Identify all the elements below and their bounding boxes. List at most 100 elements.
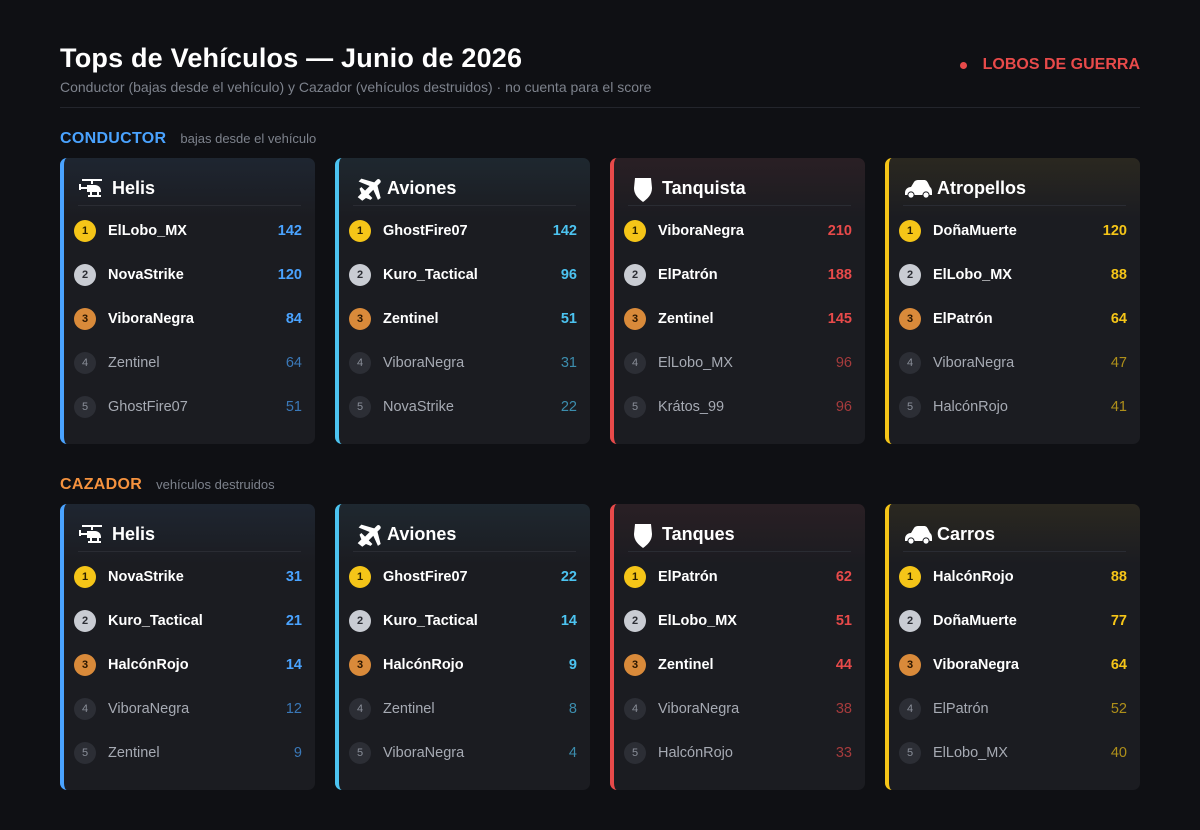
leaderboard-row: 4 ViboraNegra 38 [624,697,852,721]
player-score: 38 [835,701,852,717]
leaderboard-row: 1 ElPatrón 62 [624,565,852,589]
rank-badge: 4 [899,698,921,720]
leaderboard-row: 5 ViboraNegra 4 [349,741,577,765]
leaderboard-row: 1 NovaStrike 31 [74,565,302,589]
card-title: Helis [112,178,156,198]
player-name: DoñaMuerte [933,223,1017,239]
card-title: Tanques [662,524,735,544]
card-header: Helis [78,172,301,206]
card-header: Aviones [353,172,576,206]
rank-badge: 2 [624,610,646,632]
player-name: HalcónRojo [933,569,1014,585]
player-score: 188 [827,267,852,283]
player-score: 44 [835,657,852,673]
rank-badge: 2 [349,264,371,286]
leaderboard-row: 1 ViboraNegra 210 [624,219,852,243]
leaderboard-row: 3 Zentinel 44 [624,653,852,677]
card-header: Aviones [353,518,576,552]
player-name: ViboraNegra [108,311,194,327]
rank-badge: 1 [899,566,921,588]
player-score: 8 [568,701,577,717]
car-icon [903,174,933,204]
leaderboard-row: 5 NovaStrike 22 [349,395,577,419]
player-score: 9 [293,745,302,761]
rank-badge: 5 [349,742,371,764]
player-score: 120 [277,267,302,283]
rank-badge: 1 [624,566,646,588]
player-name: Zentinel [658,311,714,327]
page-subtitle: Conductor (bajas desde el vehículo) y Ca… [60,79,652,95]
card-header: Tanques [628,518,851,552]
section-title: CAZADOR [60,476,143,493]
card-conductor-aviones: Aviones 1 GhostFire07 142 2 Kuro_Tactical 96 3 Z… [335,158,590,444]
leaderboard-row: 4 Zentinel 8 [349,697,577,721]
rank-badge: 1 [74,220,96,242]
rank-badge: 4 [74,698,96,720]
player-name: ViboraNegra [933,355,1015,371]
leaderboard-row: 3 ViboraNegra 64 [899,653,1127,677]
rank-badge: 3 [74,654,96,676]
shield-icon [628,174,658,204]
leaderboard-row: 2 NovaStrike 120 [74,263,302,287]
player-name: GhostFire07 [383,223,468,239]
player-name: Krátos_99 [658,399,725,415]
leaderboard-row: 5 ElLobo_MX 40 [899,741,1127,765]
player-score: 120 [1102,223,1127,239]
section-subtitle: vehículos destruidos [156,477,275,492]
player-score: 22 [560,569,577,585]
player-name: ElPatrón [933,311,993,327]
leaderboard-row: 2 ElLobo_MX 88 [899,263,1127,287]
helicopter-icon [78,520,108,550]
player-name: GhostFire07 [108,399,188,415]
card-conductor-helis: Helis 1 ElLobo_MX 142 2 NovaStrike 120 3 ViboraN… [60,158,315,444]
leaderboard-row: 3 ElPatrón 64 [899,307,1127,331]
leaderboard-row: 4 ElPatrón 52 [899,697,1127,721]
player-score: 88 [1110,569,1127,585]
player-name: ViboraNegra [933,657,1019,673]
shield-icon [628,520,658,550]
player-score: 4 [568,745,577,761]
player-name: NovaStrike [108,267,184,283]
player-name: HalcónRojo [383,657,464,673]
airplane-icon [353,174,383,204]
player-score: 14 [285,657,302,673]
leaderboard-row: 3 Zentinel 145 [624,307,852,331]
player-score: 142 [552,223,577,239]
player-score: 142 [277,223,302,239]
player-name: ElPatrón [658,569,718,585]
leaderboard-row: 4 ViboraNegra 47 [899,351,1127,375]
leaderboard-row: 2 DoñaMuerte 77 [899,609,1127,633]
rank-badge: 3 [899,654,921,676]
rank-badge: 1 [74,566,96,588]
rank-badge: 2 [899,264,921,286]
rank-badge: 3 [624,308,646,330]
rank-badge: 3 [349,654,371,676]
player-score: 40 [1110,745,1127,761]
player-name: ViboraNegra [383,745,465,761]
card-header: Carros [903,518,1126,552]
rank-badge: 2 [624,264,646,286]
rank-badge: 2 [74,264,96,286]
card-title: Aviones [387,178,457,198]
car-icon [903,520,933,550]
player-score: 41 [1110,399,1127,415]
rank-badge: 1 [899,220,921,242]
card-conductor-atropellos: Atropellos 1 DoñaMuerte 120 2 ElLobo_MX 88 3 ElP… [885,158,1140,444]
rank-badge: 5 [899,396,921,418]
card-header: Atropellos [903,172,1126,206]
card-title: Carros [937,524,996,544]
leaderboard-row: 5 GhostFire07 51 [74,395,302,419]
player-name: ElLobo_MX [933,267,1012,283]
leaderboard-row: 3 Zentinel 51 [349,307,577,331]
rank-badge: 5 [624,742,646,764]
player-name: DoñaMuerte [933,613,1017,629]
player-score: 77 [1110,613,1127,629]
leaderboard-row: 3 ViboraNegra 84 [74,307,302,331]
card-cazador-aviones: Aviones 1 GhostFire07 22 2 Kuro_Tactical 14 3 Ha… [335,504,590,790]
player-score: 96 [835,355,852,371]
player-name: Kuro_Tactical [108,613,203,629]
player-name: ElLobo_MX [658,613,737,629]
page-title: Tops de Vehículos — Junio de 2026 [60,43,523,73]
card-cazador-tanques: Tanques 1 ElPatrón 62 2 ElLobo_MX 51 3 Zentinel 4… [610,504,865,790]
leaderboard-row: 2 Kuro_Tactical 21 [74,609,302,633]
